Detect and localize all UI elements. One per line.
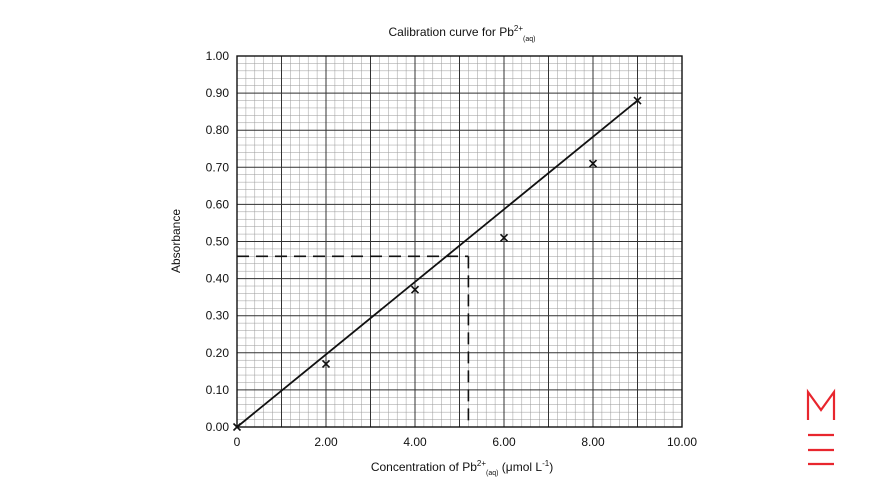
x-axis-label-unit-sup: -1	[542, 459, 550, 468]
data-points	[232, 96, 642, 432]
y-tick-label: 0.50	[206, 235, 230, 249]
x-axis-label-sup: 2+	[477, 459, 486, 468]
grid-major	[236, 55, 683, 428]
interpolation-lines	[237, 255, 470, 427]
brand-logo-icon	[806, 388, 836, 466]
y-axis-label: Absorbance	[169, 209, 183, 273]
data-point	[232, 422, 242, 432]
data-point-stroke	[499, 233, 509, 242]
data-point	[588, 159, 598, 168]
data-point	[633, 96, 642, 105]
y-tick-label: 0.10	[206, 383, 230, 397]
data-point-stroke	[410, 285, 420, 294]
y-tick-label: 0.00	[206, 420, 230, 434]
chart-title: Calibration curve for Pb2+(aq)	[389, 24, 536, 43]
x-axis-label: Concentration of Pb2+(aq) (μmol L-1)	[371, 459, 553, 477]
y-tick-label: 0.20	[206, 346, 230, 360]
y-tick-label: 0.30	[206, 309, 230, 323]
x-tick-label: 4.00	[403, 435, 427, 449]
chart-title-sub: (aq)	[523, 36, 535, 43]
plot-border	[236, 55, 683, 428]
x-tick-label: 10.00	[667, 435, 697, 449]
data-point	[499, 233, 509, 242]
y-tick-label: 0.60	[206, 197, 230, 211]
fit-line	[236, 99, 639, 428]
x-tick-label: 2.00	[314, 435, 338, 449]
x-axis-label-close: )	[549, 460, 553, 474]
x-axis-label-main: Concentration of Pb	[371, 460, 477, 474]
y-tick-label: 1.00	[206, 49, 230, 63]
x-axis-label-unit: (μmol L	[498, 460, 542, 474]
chart-title-sup: 2+	[514, 24, 523, 33]
x-tick-label: 6.00	[492, 435, 516, 449]
y-tick-labels: 0.00 0.10 0.20 0.30 0.40 0.50 0.60 0.70 0.80 0.90…	[206, 49, 230, 434]
data-point-stroke	[588, 159, 598, 168]
data-point-stroke	[321, 359, 331, 368]
x-tick-label: 8.00	[581, 435, 605, 449]
data-point	[321, 359, 331, 368]
best-fit-line	[236, 99, 639, 428]
x-tick-labels: 0 2.00 4.00 6.00 8.00 10.00	[234, 435, 698, 449]
plot-frame	[236, 55, 683, 428]
x-axis-label-sub: (aq)	[486, 470, 498, 477]
data-point	[410, 285, 420, 294]
y-tick-label: 0.80	[206, 123, 230, 137]
data-point-stroke	[232, 422, 242, 432]
y-tick-label: 0.90	[206, 86, 230, 100]
chart-title-main: Calibration curve for Pb	[389, 25, 515, 39]
y-tick-label: 0.70	[206, 160, 230, 174]
y-tick-label: 0.40	[206, 272, 230, 286]
data-point-stroke	[633, 96, 642, 105]
x-tick-label: 0	[234, 435, 241, 449]
